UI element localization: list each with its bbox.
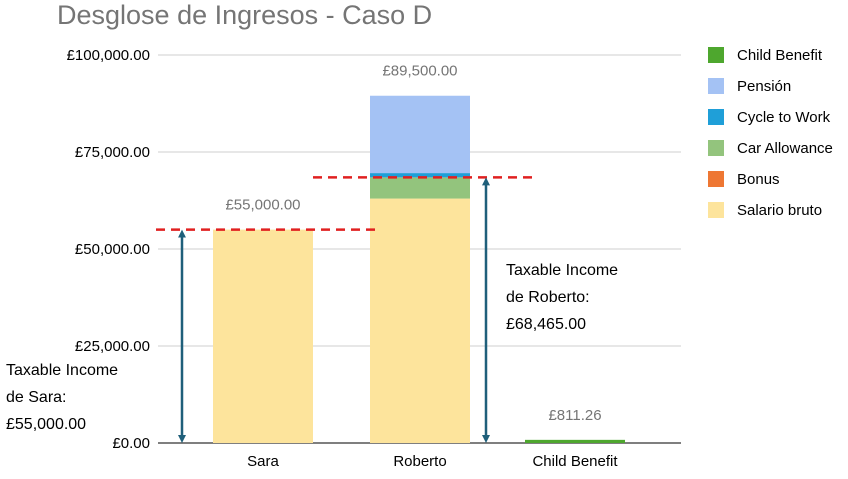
legend-label: Cycle to Work [737, 109, 831, 126]
legend-swatch [708, 202, 724, 218]
bar-segment [370, 95, 470, 174]
taxable-income-annotation: Taxable Income [6, 362, 118, 379]
taxable-income-annotation: de Roberto: [506, 289, 590, 306]
legend-label: Salario bruto [737, 202, 822, 219]
legend: Child Benefit Pensión Cycle to Work Car All… [708, 47, 833, 219]
taxable-income-annotation: £55,000.00 [6, 416, 86, 433]
legend-swatch [708, 140, 724, 156]
legend-label: Bonus [737, 171, 780, 188]
total-label: £55,000.00 [225, 197, 300, 214]
y-tick-label: £100,000.00 [67, 47, 150, 64]
legend-label: Child Benefit [737, 47, 823, 64]
bar-segment [370, 177, 470, 199]
bar-segment [370, 198, 470, 443]
x-tick-label: Child Benefit [532, 453, 618, 470]
legend-label: Car Allowance [737, 140, 833, 157]
bars [213, 95, 625, 443]
legend-swatch [708, 47, 724, 63]
bar-segment [213, 229, 313, 443]
y-tick-label: £50,000.00 [75, 241, 150, 258]
bar-segment [525, 439, 625, 443]
y-tick-label: £0.00 [112, 435, 150, 452]
legend-label: Pensión [737, 78, 791, 95]
legend-swatch [708, 171, 724, 187]
chart-title: Desglose de Ingresos - Caso D [57, 0, 432, 30]
legend-swatch [708, 109, 724, 125]
taxable-income-annotation: Taxable Income [506, 262, 618, 279]
bar-segment [370, 173, 470, 178]
total-label: £89,500.00 [382, 63, 457, 80]
reference-lines [156, 176, 532, 443]
taxable-income-annotation: £68,465.00 [506, 316, 586, 333]
labels: £0.00 £25,000.00 £50,000.00 £75,000.00 £100,… [6, 47, 618, 470]
total-label: £811.26 [548, 407, 601, 424]
y-tick-label: £25,000.00 [75, 338, 150, 355]
x-tick-label: Roberto [393, 453, 446, 470]
x-tick-label: Sara [247, 453, 279, 470]
taxable-income-annotation: de Sara: [6, 389, 66, 406]
y-tick-label: £75,000.00 [75, 144, 150, 161]
legend-swatch [708, 78, 724, 94]
